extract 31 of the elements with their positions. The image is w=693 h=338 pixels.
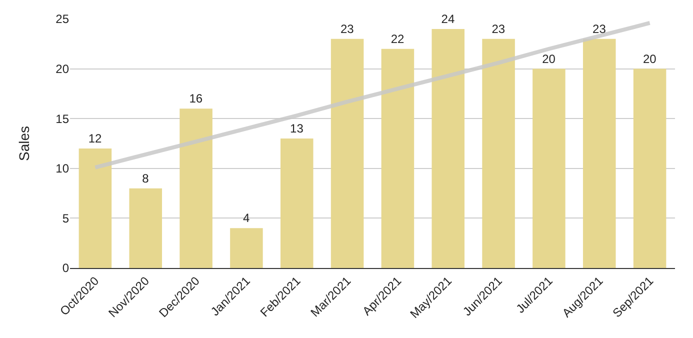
data-label: 22 bbox=[390, 32, 405, 46]
data-label: 4 bbox=[242, 211, 250, 226]
data-label: 23 bbox=[492, 22, 506, 36]
data-label: 20 bbox=[542, 52, 556, 66]
bar bbox=[432, 28, 465, 268]
bar bbox=[280, 138, 314, 268]
bar bbox=[482, 38, 515, 268]
bar bbox=[381, 48, 414, 268]
data-label: 24 bbox=[441, 12, 455, 26]
data-label: 20 bbox=[642, 52, 657, 66]
bar bbox=[78, 148, 112, 268]
y-axis-title: Sales bbox=[16, 126, 32, 162]
bar bbox=[180, 108, 212, 268]
data-label: 12 bbox=[88, 131, 102, 146]
bar bbox=[582, 38, 616, 268]
data-label: 16 bbox=[189, 92, 203, 106]
y-tick-label: 20 bbox=[56, 62, 70, 76]
bar bbox=[129, 188, 162, 268]
y-tick-label: 25 bbox=[56, 12, 70, 26]
bar bbox=[633, 68, 666, 268]
y-tick-label: 5 bbox=[62, 211, 70, 226]
bar bbox=[532, 68, 566, 268]
bar bbox=[330, 38, 364, 268]
data-label: 23 bbox=[592, 22, 606, 36]
data-label: 23 bbox=[340, 22, 354, 36]
bar bbox=[230, 228, 263, 268]
data-label: 8 bbox=[142, 171, 150, 186]
y-tick-label: 0 bbox=[62, 261, 70, 276]
y-tick-label: 15 bbox=[56, 112, 70, 126]
data-label: 13 bbox=[290, 122, 304, 136]
y-tick-label: 10 bbox=[56, 162, 70, 176]
